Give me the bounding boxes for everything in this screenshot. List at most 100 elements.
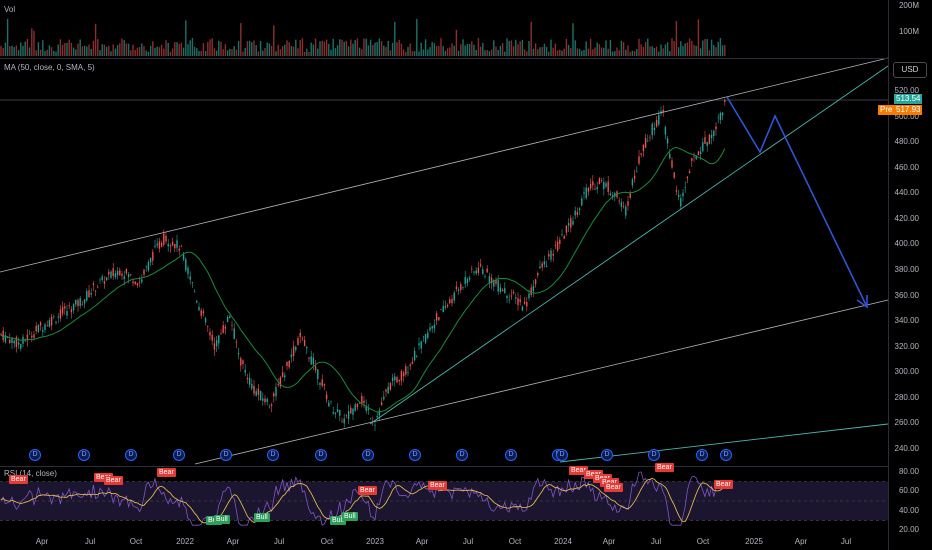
volume-bar: [17, 50, 20, 56]
volume-bar: [127, 43, 130, 56]
volume-bar: [242, 51, 244, 56]
price-candle: [57, 316, 59, 318]
price-candle: [182, 254, 185, 260]
price-tick: 480.00: [894, 137, 919, 147]
earnings-marker-icon[interactable]: D: [125, 449, 137, 461]
volume-bar: [90, 48, 92, 56]
volume-bar: [633, 51, 636, 56]
earnings-marker-icon[interactable]: D: [505, 449, 517, 461]
price-candle: [539, 266, 541, 269]
volume-bar: [530, 21, 532, 57]
price-candle: [114, 273, 117, 278]
price-candle: [699, 151, 702, 155]
volume-bar: [319, 41, 321, 56]
price-candle: [671, 160, 673, 168]
price-rsi-separator[interactable]: [0, 466, 888, 467]
volume-bar: [75, 49, 77, 56]
price-candle: [266, 398, 268, 402]
earnings-marker-icon[interactable]: D: [173, 449, 185, 461]
earnings-marker-icon[interactable]: D: [648, 449, 660, 461]
volume-bar: [33, 30, 35, 56]
volume-bar: [233, 46, 235, 56]
price-candle: [713, 130, 715, 137]
price-candle: [218, 335, 220, 344]
earnings-marker-icon[interactable]: D: [456, 449, 468, 461]
earnings-marker-icon[interactable]: D: [315, 449, 327, 461]
price-candle: [306, 346, 308, 349]
volume-bar: [660, 44, 662, 56]
price-candle: [264, 398, 266, 403]
volume-bar: [81, 46, 84, 56]
volume-bar: [431, 42, 433, 56]
volume-price-separator[interactable]: [0, 58, 888, 59]
price-candle: [578, 208, 581, 210]
price-axis-separator: [888, 0, 889, 550]
earnings-marker-icon[interactable]: D: [696, 449, 708, 461]
price-candle: [543, 261, 546, 265]
volume-bar: [563, 48, 565, 56]
price-candle: [545, 265, 548, 268]
volume-bar: [301, 38, 304, 56]
volume-bar: [587, 48, 590, 56]
price-candle: [189, 276, 191, 280]
last-price-tag: 513.54: [894, 94, 923, 104]
earnings-marker-icon[interactable]: D: [601, 449, 613, 461]
volume-bar: [108, 45, 110, 56]
time-axis-label: Apr: [415, 537, 429, 546]
volume-bar: [169, 51, 172, 56]
volume-bar: [475, 49, 477, 56]
price-candle: [303, 340, 306, 346]
volume-bar: [598, 44, 601, 56]
price-candle: [134, 281, 136, 285]
price-candle: [154, 245, 156, 248]
price-candle: [611, 194, 614, 198]
price-candle: [484, 276, 486, 278]
earnings-marker-icon[interactable]: D: [267, 449, 279, 461]
volume-bar: [600, 47, 603, 56]
currency-button[interactable]: USD: [893, 62, 927, 78]
volume-bar: [508, 40, 510, 56]
price-candle: [312, 357, 315, 365]
volume-bar: [537, 49, 539, 56]
volume-bar: [691, 40, 693, 56]
volume-bar: [246, 41, 249, 56]
volume-bar: [138, 46, 141, 56]
earnings-marker-icon[interactable]: D: [409, 449, 421, 461]
volume-bar: [572, 23, 574, 56]
price-candle: [402, 372, 405, 377]
ma-indicator-label[interactable]: MA (50, close, 0, SMA, 5): [4, 63, 95, 72]
volume-bar: [629, 51, 631, 56]
price-candle: [123, 276, 125, 280]
price-candle: [105, 277, 108, 281]
price-candle: [284, 375, 286, 378]
price-candle: [581, 198, 583, 206]
price-candle: [374, 424, 376, 426]
volume-bar: [653, 47, 656, 56]
earnings-marker-icon[interactable]: D: [220, 449, 232, 461]
rsi-tick: 80.00: [898, 467, 919, 476]
volume-bar: [222, 49, 224, 56]
earnings-marker-icon[interactable]: D: [29, 449, 41, 461]
earnings-marker-icon[interactable]: D: [362, 449, 374, 461]
volume-bar: [521, 39, 524, 56]
price-candle: [174, 243, 176, 249]
price-candle: [180, 246, 183, 247]
price-candle: [490, 277, 493, 284]
price-candle: [255, 391, 257, 396]
volume-bar: [510, 40, 513, 56]
price-candle: [451, 299, 453, 304]
volume-label: Vol: [4, 5, 16, 14]
rsi-bull-badge: Bull: [214, 515, 230, 524]
price-candle: [138, 282, 141, 283]
volume-bar: [237, 40, 240, 56]
rsi-tick: 20.00: [898, 525, 919, 534]
rsi-label[interactable]: RSI (14, close): [4, 469, 57, 478]
price-candle: [519, 299, 521, 303]
volume-bar: [44, 51, 46, 56]
earnings-marker-icon[interactable]: D: [556, 449, 568, 461]
earnings-marker-icon[interactable]: D: [720, 449, 732, 461]
earnings-marker-icon[interactable]: D: [78, 449, 90, 461]
price-candle: [431, 326, 433, 329]
volume-bar: [53, 50, 55, 56]
